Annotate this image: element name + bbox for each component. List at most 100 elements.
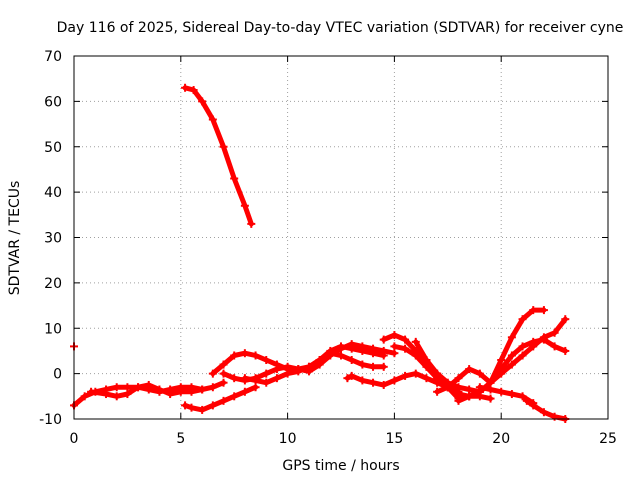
x-tick-label: 10 [279, 431, 297, 447]
series-arc-late-e [454, 315, 570, 405]
data-point [369, 378, 378, 387]
data-point [144, 380, 153, 389]
data-point [304, 362, 313, 371]
series-arc-late-f [475, 383, 538, 408]
data-point [166, 390, 175, 399]
data-series [70, 83, 570, 423]
data-point [497, 356, 506, 365]
data-point [251, 383, 260, 392]
y-tick-label: 60 [44, 94, 62, 110]
y-tick-label: 0 [53, 367, 62, 383]
data-point [262, 378, 271, 387]
data-point [247, 219, 256, 228]
data-point [518, 351, 527, 360]
y-tick-label: 70 [44, 49, 62, 65]
data-point [347, 340, 356, 349]
y-axis-label: SDTVAR / TECUs [7, 181, 23, 296]
data-point [465, 365, 474, 374]
data-point [379, 380, 388, 389]
data-point [529, 401, 538, 410]
data-point [272, 374, 281, 383]
data-point [401, 344, 410, 353]
data-point [433, 387, 442, 396]
data-point [561, 315, 570, 324]
data-point [518, 342, 527, 351]
data-point [294, 367, 303, 376]
data-point [230, 351, 239, 360]
y-tick-label: 30 [44, 231, 62, 247]
data-point [443, 383, 452, 392]
x-tick-label: 15 [385, 431, 403, 447]
data-point [283, 362, 292, 371]
data-point [112, 392, 121, 401]
data-point [181, 83, 190, 92]
data-point [337, 351, 345, 360]
data-point [507, 390, 516, 399]
data-point [198, 405, 207, 414]
data-point [219, 378, 228, 387]
data-point [411, 369, 420, 378]
data-point [369, 344, 378, 353]
data-point [518, 315, 527, 324]
data-point [123, 390, 132, 399]
data-point [475, 369, 484, 378]
data-point [102, 390, 111, 399]
data-point [123, 383, 132, 392]
series-arc-early-b [87, 380, 207, 401]
data-point [497, 387, 506, 396]
data-point [134, 383, 143, 392]
data-point [219, 369, 228, 378]
data-point [343, 374, 352, 383]
data-point [198, 385, 207, 394]
axis-ticks: 0 5 10 15 20 25 -10 0 10 20 30 40 50 60 70 [39, 49, 617, 447]
data-point [262, 356, 271, 365]
data-point [198, 97, 207, 106]
data-point [401, 371, 410, 380]
data-point [208, 115, 217, 124]
data-point [497, 369, 506, 378]
data-point [240, 349, 249, 358]
data-point [454, 396, 463, 405]
data-point [465, 392, 474, 401]
data-point [347, 356, 356, 365]
data-point [251, 376, 260, 385]
data-point [422, 374, 431, 383]
data-point [561, 346, 570, 355]
series-arc-low [181, 383, 260, 414]
data-point [486, 378, 495, 387]
data-point [240, 201, 249, 210]
data-point [208, 369, 217, 378]
data-point [454, 374, 463, 383]
data-point [390, 376, 399, 385]
data-point [411, 351, 420, 360]
data-point [539, 306, 548, 315]
y-tick-label: 40 [44, 185, 62, 201]
y-tick-label: 20 [44, 276, 62, 292]
data-point [539, 408, 548, 417]
data-point [208, 401, 217, 410]
data-point [539, 333, 548, 342]
x-tick-label: 0 [70, 431, 79, 447]
data-point [80, 392, 89, 401]
data-point [155, 385, 164, 394]
data-point [411, 337, 420, 346]
y-tick-label: 10 [44, 321, 62, 337]
data-point [187, 403, 196, 412]
data-point [272, 365, 281, 374]
data-point [379, 346, 388, 355]
data-point [315, 356, 324, 365]
data-point [379, 335, 388, 344]
data-point [507, 333, 516, 342]
grid-lines [74, 56, 608, 419]
x-axis-label: GPS time / hours [282, 458, 399, 474]
x-tick-label: 20 [492, 431, 510, 447]
data-point [390, 349, 399, 358]
data-point [465, 385, 474, 394]
data-point [208, 383, 217, 392]
y-tick-label: -10 [39, 412, 62, 428]
series-arc-mid-c [240, 349, 388, 387]
data-point [347, 371, 356, 380]
data-point [219, 142, 228, 151]
data-point [189, 86, 198, 95]
